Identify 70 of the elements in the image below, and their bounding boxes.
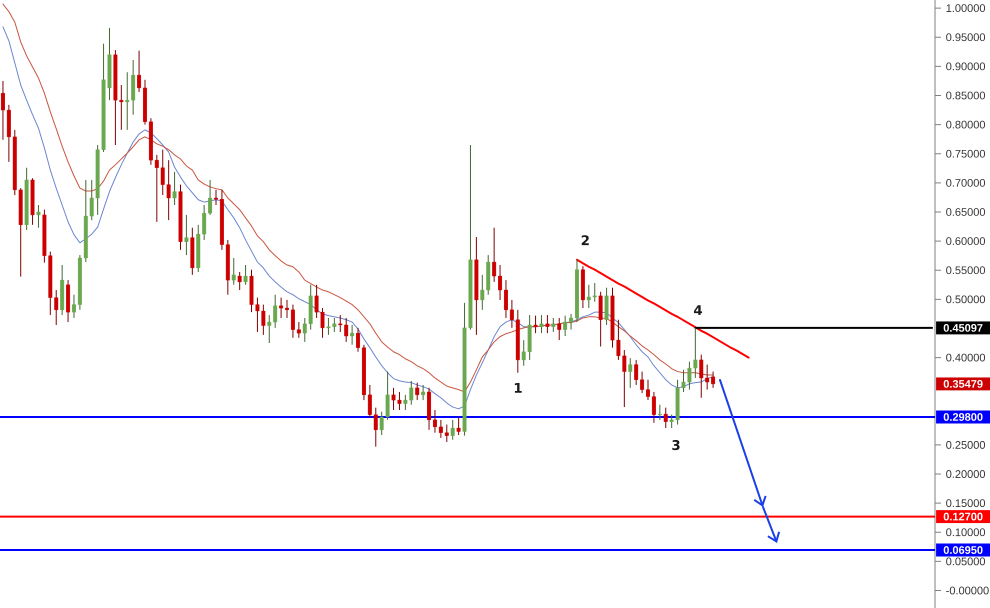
candlestick [137,50,142,93]
candlestick [184,214,188,256]
candlestick [563,315,568,337]
candlestick [0,80,5,140]
y-tick-label: 1.00000 [946,4,986,12]
y-tick-label: 0.75000 [946,150,986,158]
candlestick [214,189,218,206]
y-tick-label: 0.05000 [946,558,986,566]
y-tick-label: -0.00000 [946,586,989,594]
candlestick [432,409,437,434]
candlestick [504,280,508,318]
y-tick-label: 0.60000 [946,237,986,245]
candlestick [285,299,289,318]
candlestick [598,291,603,348]
candlestick [172,171,177,206]
candlestick [332,317,336,332]
candlestick [421,384,426,401]
y-tick-label: 0.65000 [946,208,986,216]
candlestick [238,271,242,291]
y-tick-label: 0.70000 [946,178,986,187]
y-tick-label: 0.95000 [946,33,986,42]
data-label: 0.45097 [944,324,983,332]
ref-line-label: 0.06950 [944,546,983,554]
annotation: 4 [694,305,702,315]
annotation: 1 [514,383,522,393]
candlestick [456,417,461,436]
candlestick [232,257,236,286]
candlestick [498,264,502,300]
candlestick [557,317,562,341]
ref-line-label: 0.29800 [944,413,983,421]
candlestick [652,391,656,424]
candlestick [628,358,632,388]
y-tick-label: 0.90000 [946,62,986,70]
candlestick [320,308,324,338]
candlestick [244,264,248,286]
annotation: 3 [672,440,680,450]
candlestick [604,287,609,326]
candlestick [36,204,40,228]
y-tick-label: 0.25000 [946,441,986,449]
candlestick [545,314,550,334]
y-tick-label: 0.10000 [946,528,986,536]
y-tick-label: 0.15000 [946,499,986,508]
y-tick-label: 0.55000 [946,266,986,274]
y-tick-label: 0.20000 [946,470,986,478]
candlestick [350,324,354,346]
candlestick [356,327,360,352]
y-tick-label: 0.85000 [946,92,986,100]
candlestick [540,314,544,334]
candlestick [682,369,686,392]
annotation: 2 [582,235,589,246]
ref-line-label: 0.12700 [944,512,983,520]
candlestick [450,419,455,440]
text: 0.35479 [944,380,983,388]
candlestick [397,391,402,410]
candlestick [415,382,420,401]
candlestick [72,294,76,318]
candlestick [314,284,319,318]
candlestick [279,297,284,318]
candlestick [646,379,650,401]
candlestick [551,317,556,332]
candlestick [392,387,396,410]
candlestick [326,317,330,336]
candlestick [664,407,668,429]
y-tick-label: 0.40000 [946,354,986,362]
y-tick-label: 0.50000 [946,295,986,304]
candlestick [569,313,574,330]
y-tick-label: 0.80000 [946,120,986,129]
candlestick [492,227,496,282]
candlestick [534,315,538,334]
candlestick [658,404,662,420]
